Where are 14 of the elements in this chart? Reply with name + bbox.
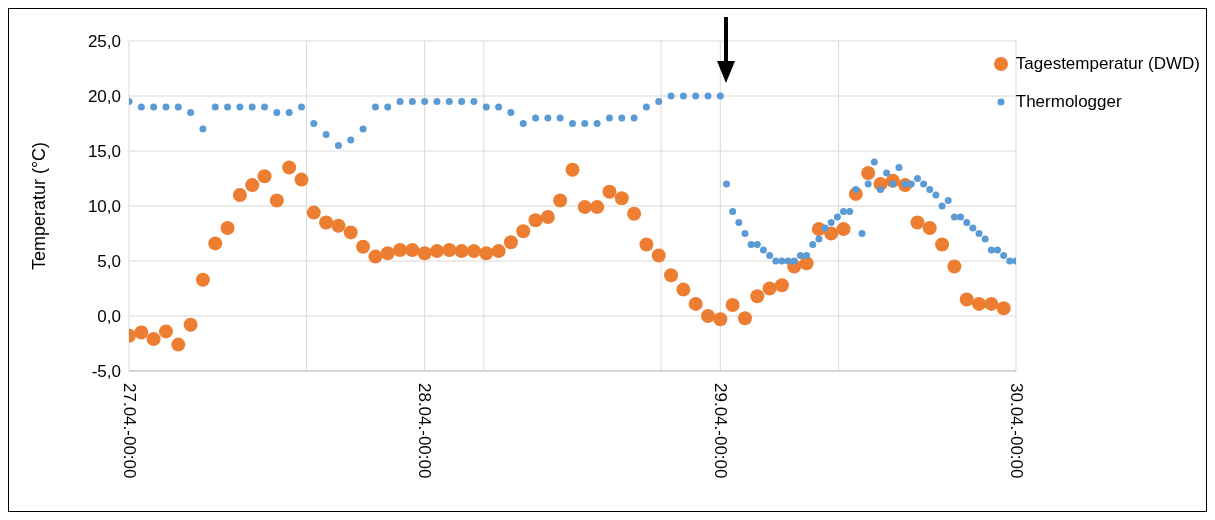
y-tick-label: 20,0 <box>87 87 121 107</box>
x-tick-label: 29.04.-00:00 <box>710 383 730 479</box>
y-tick-label: 0,0 <box>97 307 121 327</box>
x-tick-label: 30.04.-00:00 <box>1006 383 1026 479</box>
legend-label: Tagestemperatur (DWD) <box>1015 54 1200 74</box>
y-tick-label: 15,0 <box>87 142 121 162</box>
legend-label: Thermologger <box>1015 92 1122 112</box>
y-tick-label: 5,0 <box>97 252 121 272</box>
y-tick-label: 10,0 <box>87 197 121 217</box>
y-tick-label: 25,0 <box>87 32 121 52</box>
y-tick-label: -5,0 <box>91 362 121 382</box>
x-tick-label: 28.04.-00:00 <box>415 383 435 479</box>
x-tick-label: 27.04.-00:00 <box>119 383 139 479</box>
y-axis-title: Temperatur (°C) <box>29 141 50 271</box>
